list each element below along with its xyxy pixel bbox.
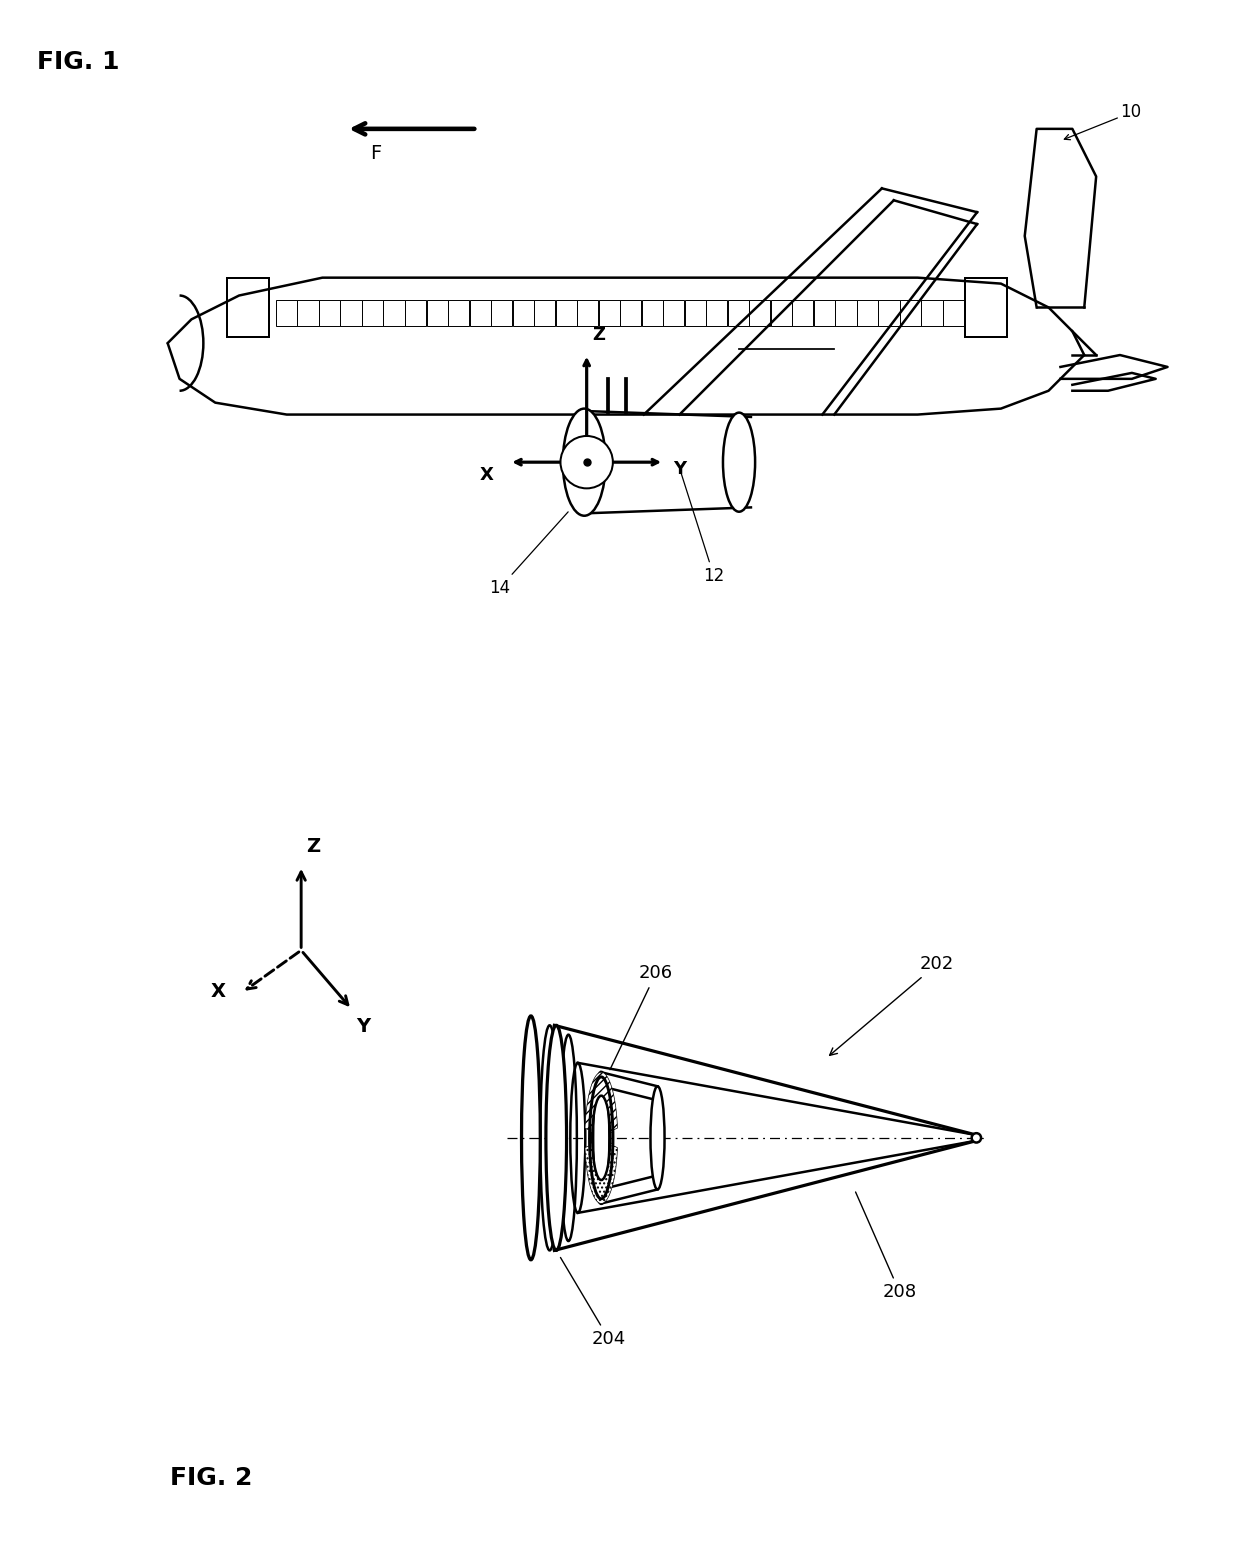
Bar xyxy=(362,300,383,327)
Bar xyxy=(857,300,878,327)
Bar xyxy=(512,300,534,327)
Bar xyxy=(620,300,641,327)
Bar xyxy=(749,300,770,327)
Text: X: X xyxy=(480,466,494,485)
Bar xyxy=(921,300,942,327)
Bar xyxy=(792,300,813,327)
Text: FIG. 1: FIG. 1 xyxy=(37,50,119,75)
Bar xyxy=(599,300,620,327)
Text: 12: 12 xyxy=(681,470,724,585)
Text: 202: 202 xyxy=(830,955,955,1055)
Text: 14: 14 xyxy=(489,511,568,597)
Bar xyxy=(641,300,663,327)
Bar xyxy=(470,300,491,327)
Bar xyxy=(277,300,298,327)
Ellipse shape xyxy=(563,408,605,516)
Bar xyxy=(341,300,362,327)
Bar xyxy=(427,300,448,327)
Bar xyxy=(878,300,899,327)
Bar xyxy=(706,300,728,327)
Bar xyxy=(965,278,1007,338)
Ellipse shape xyxy=(723,413,755,511)
Bar xyxy=(728,300,749,327)
Text: Y: Y xyxy=(673,460,687,478)
Text: FIG. 2: FIG. 2 xyxy=(170,1466,252,1490)
Circle shape xyxy=(972,1133,981,1143)
Bar xyxy=(319,300,341,327)
Bar xyxy=(227,278,269,338)
Bar xyxy=(405,300,427,327)
Text: Z: Z xyxy=(306,836,320,857)
Text: 10: 10 xyxy=(1120,103,1141,120)
Text: X: X xyxy=(211,982,226,1000)
Bar xyxy=(663,300,684,327)
Bar xyxy=(383,300,405,327)
Text: F: F xyxy=(370,144,381,163)
Ellipse shape xyxy=(651,1086,665,1189)
Circle shape xyxy=(560,436,613,488)
Polygon shape xyxy=(585,1072,618,1132)
Bar xyxy=(577,300,599,327)
Bar xyxy=(448,300,470,327)
Bar xyxy=(942,300,963,327)
Text: Z: Z xyxy=(593,327,605,344)
Text: 204: 204 xyxy=(560,1258,626,1349)
Polygon shape xyxy=(590,1077,613,1133)
Text: Y: Y xyxy=(356,1018,370,1036)
Polygon shape xyxy=(585,1144,618,1204)
Text: 208: 208 xyxy=(856,1193,916,1302)
Ellipse shape xyxy=(593,1072,610,1204)
Ellipse shape xyxy=(546,1025,567,1250)
Bar xyxy=(684,300,706,327)
Bar xyxy=(556,300,577,327)
Bar xyxy=(298,300,319,327)
Bar xyxy=(534,300,556,327)
Bar xyxy=(770,300,792,327)
Bar xyxy=(813,300,835,327)
Bar xyxy=(491,300,512,327)
Text: 206: 206 xyxy=(610,964,673,1069)
Bar xyxy=(899,300,921,327)
Polygon shape xyxy=(590,1143,613,1199)
Bar xyxy=(835,300,857,327)
